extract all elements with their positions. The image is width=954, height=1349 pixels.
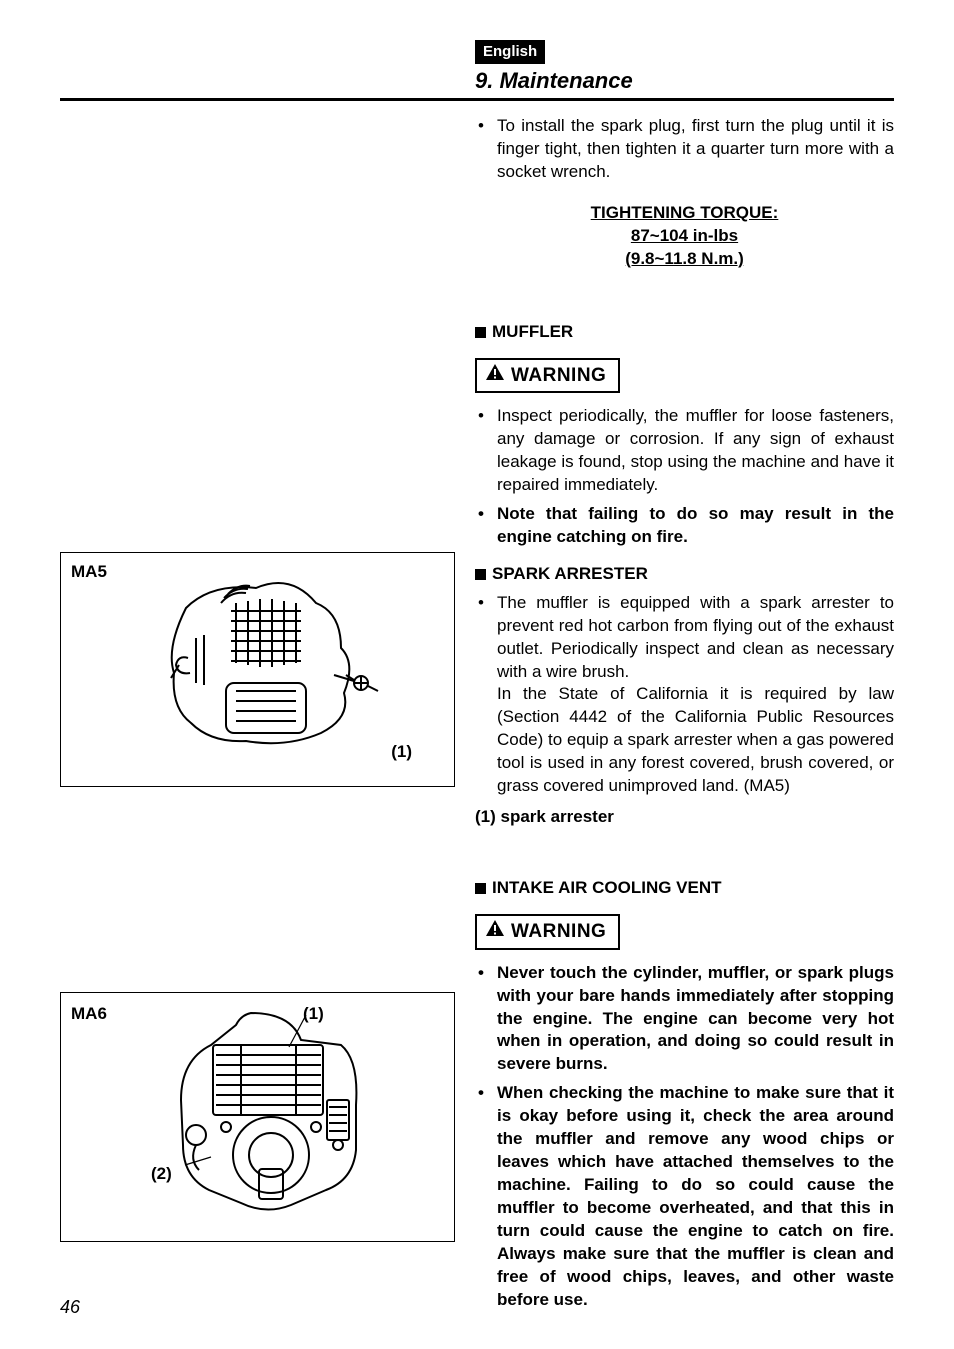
spark-arrester-heading-text: SPARK ARRESTER bbox=[492, 563, 648, 586]
spark-arrester-para1: The muffler is equipped with a spark arr… bbox=[497, 592, 894, 684]
torque-heading: TIGHTENING TORQUE: bbox=[475, 202, 894, 225]
bullet-icon: • bbox=[475, 1082, 487, 1311]
spark-arrester-para2: In the State of California it is require… bbox=[497, 683, 894, 798]
figure-ma5: MA5 bbox=[60, 552, 455, 787]
bullet-icon: • bbox=[475, 503, 487, 549]
muffler-heading-text: MUFFLER bbox=[492, 321, 573, 344]
bullet-icon: • bbox=[475, 592, 487, 798]
warning-triangle-icon bbox=[485, 919, 505, 944]
figure-ma6: MA6 (1) (2) bbox=[60, 992, 455, 1242]
square-bullet-icon bbox=[475, 569, 486, 580]
spark-arrester-bullet: • The muffler is equipped with a spark a… bbox=[475, 592, 894, 798]
torque-line1: 87~104 in-lbs bbox=[475, 225, 894, 248]
muffler-bullet-1: • Inspect periodically, the muffler for … bbox=[475, 405, 894, 497]
intake-bullet-2: • When checking the machine to make sure… bbox=[475, 1082, 894, 1311]
intake-bullet-1: • Never touch the cylinder, muffler, or … bbox=[475, 962, 894, 1077]
torque-line2: (9.8~11.8 N.m.) bbox=[475, 248, 894, 271]
warning-box-intake: WARNING bbox=[475, 914, 620, 950]
engine-rear-diagram-icon bbox=[141, 1005, 401, 1225]
muffler-bullet-2-text: Note that failing to do so may result in… bbox=[497, 503, 894, 549]
square-bullet-icon bbox=[475, 883, 486, 894]
intake-bullet-2-text: When checking the machine to make sure t… bbox=[497, 1082, 894, 1311]
page-number: 46 bbox=[60, 1295, 80, 1319]
right-column: • To install the spark plug, first turn … bbox=[475, 115, 894, 1318]
muffler-heading: MUFFLER bbox=[475, 321, 894, 344]
language-badge: English bbox=[475, 40, 545, 64]
muffler-bullet-2: • Note that failing to do so may result … bbox=[475, 503, 894, 549]
intake-heading-text: INTAKE AIR COOLING VENT bbox=[492, 877, 722, 900]
figure-ma6-label: MA6 bbox=[71, 1003, 107, 1026]
figure-ma5-label: MA5 bbox=[71, 561, 107, 584]
intake-heading: INTAKE AIR COOLING VENT bbox=[475, 877, 894, 900]
figure-ma5-callout-1: (1) bbox=[391, 741, 412, 764]
intake-bullet-1-text: Never touch the cylinder, muffler, or sp… bbox=[497, 962, 894, 1077]
warning-triangle-icon bbox=[485, 363, 505, 388]
intro-bullet-text: To install the spark plug, first turn th… bbox=[497, 115, 894, 184]
warning-label-intake: WARNING bbox=[511, 919, 606, 945]
warning-box-muffler: WARNING bbox=[475, 358, 620, 394]
spark-arrester-heading: SPARK ARRESTER bbox=[475, 563, 894, 586]
spark-arrester-callout: (1) spark arrester bbox=[475, 806, 894, 829]
section-title: 9. Maintenance bbox=[60, 66, 894, 101]
bullet-icon: • bbox=[475, 115, 487, 184]
square-bullet-icon bbox=[475, 327, 486, 338]
bullet-icon: • bbox=[475, 405, 487, 497]
engine-diagram-icon bbox=[116, 563, 416, 763]
bullet-icon: • bbox=[475, 962, 487, 1077]
left-column: MA5 bbox=[60, 115, 455, 1318]
muffler-bullet-1-text: Inspect periodically, the muffler for lo… bbox=[497, 405, 894, 497]
torque-block: TIGHTENING TORQUE: 87~104 in-lbs (9.8~11… bbox=[475, 202, 894, 271]
warning-label-muffler: WARNING bbox=[511, 363, 606, 389]
intro-bullet: • To install the spark plug, first turn … bbox=[475, 115, 894, 184]
